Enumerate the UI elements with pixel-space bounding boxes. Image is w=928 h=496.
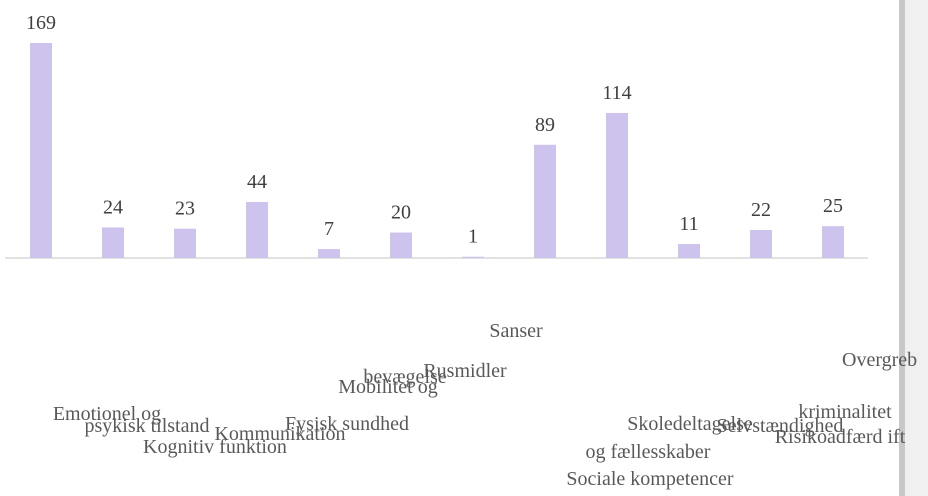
bar bbox=[246, 202, 268, 258]
bar bbox=[174, 228, 196, 258]
bar bbox=[102, 227, 124, 258]
x-tick-label: bevægelse bbox=[363, 366, 446, 388]
side-panel bbox=[905, 0, 928, 496]
bar bbox=[750, 230, 772, 258]
data-label: 89 bbox=[535, 114, 555, 136]
x-tick-label: psykisk tilstand bbox=[84, 415, 209, 437]
data-label: 169 bbox=[26, 12, 56, 34]
x-tick-label: Mobilitet og bbox=[338, 376, 437, 398]
x-tick-label: Kognitiv funktion bbox=[143, 436, 287, 458]
scroll-edge bbox=[899, 0, 905, 496]
x-tick-label: Sociale kompetencer bbox=[566, 468, 733, 490]
x-tick-label: Risikoadfærd ift bbox=[775, 426, 906, 448]
x-tick-label: Kommunikation bbox=[214, 423, 345, 445]
data-label: 22 bbox=[751, 199, 771, 221]
bar bbox=[606, 112, 628, 258]
x-tick-label: Selvstændighed bbox=[717, 415, 844, 437]
x-tick-label: og fællesskaber bbox=[586, 441, 711, 463]
data-label: 7 bbox=[324, 218, 334, 240]
x-tick-label: Rusmidler bbox=[423, 360, 507, 382]
data-label: 25 bbox=[823, 195, 843, 217]
bar bbox=[822, 226, 844, 258]
data-label: 23 bbox=[175, 198, 195, 220]
x-tick-label: Emotionel og bbox=[53, 403, 161, 425]
bar bbox=[30, 42, 52, 258]
x-tick-label: Overgreb bbox=[842, 349, 917, 371]
bar bbox=[318, 249, 340, 258]
data-label: 44 bbox=[247, 171, 267, 193]
data-label: 20 bbox=[391, 202, 411, 224]
bar bbox=[390, 232, 412, 258]
data-label: 24 bbox=[103, 196, 123, 218]
x-tick-label: Sanser bbox=[489, 320, 543, 342]
x-tick-label: kriminalitet bbox=[798, 401, 892, 423]
bar bbox=[678, 244, 700, 258]
data-label: 11 bbox=[679, 213, 698, 235]
data-label: 1 bbox=[468, 226, 478, 248]
data-label: 114 bbox=[602, 82, 631, 104]
bar bbox=[534, 144, 556, 258]
x-tick-label: Fysisk sundhed bbox=[285, 413, 409, 435]
bar bbox=[462, 256, 484, 258]
x-tick-label: Skoledeltagelse bbox=[627, 413, 753, 435]
